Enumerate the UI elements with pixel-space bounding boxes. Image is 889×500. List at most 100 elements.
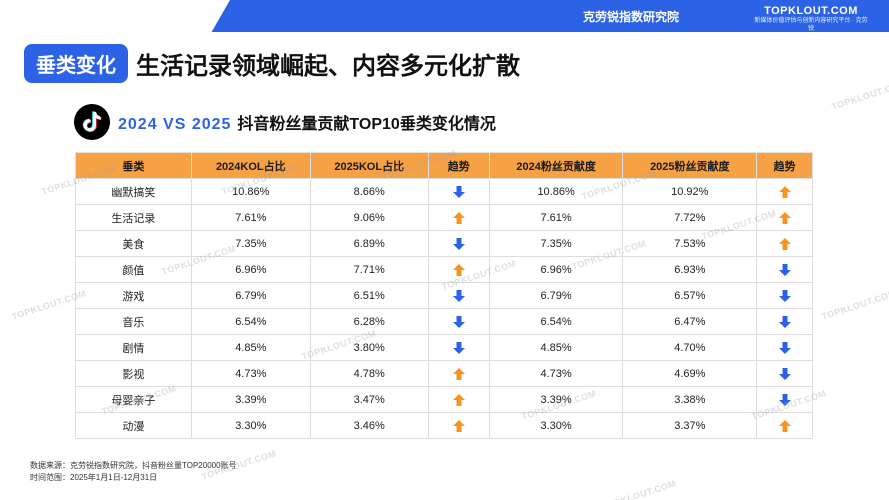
value-cell: 3.37% [622, 412, 758, 439]
time-range: 时间范围：2025年1月1日-12月31日 [30, 473, 158, 482]
value-cell: 7.35% [488, 230, 624, 257]
arrow-down-icon [756, 308, 813, 335]
category-cell: 幽默搞笑 [75, 178, 192, 205]
arrow-down-icon [756, 334, 813, 361]
arrow-down-icon [427, 334, 490, 361]
value-cell: 6.47% [622, 308, 758, 335]
table-row: 游戏 6.79% 6.51% 6.79% 6.57% [75, 282, 813, 309]
top-bar-wedge [0, 0, 230, 32]
table-row: 音乐 6.54% 6.28% 6.54% 6.47% [75, 308, 813, 335]
watermark: TOPKLOUT.COM [820, 288, 889, 322]
brand-name: TOPKLOUT.COM [764, 5, 858, 17]
watermark: TOPKLOUT.COM [600, 478, 678, 500]
column-header: 2024粉丝贡献度 [488, 152, 624, 179]
value-cell: 10.86% [488, 178, 624, 205]
title-row: 垂类变化 生活记录领域崛起、内容多元化扩散 [24, 43, 520, 83]
value-cell: 7.61% [190, 204, 311, 231]
table-title-vs: 2024 VS 2025 [118, 116, 232, 133]
value-cell: 3.30% [488, 412, 624, 439]
arrow-down-icon [756, 360, 813, 387]
arrow-up-icon [427, 386, 490, 413]
value-cell: 7.71% [309, 256, 429, 283]
category-cell: 美食 [75, 230, 192, 257]
brand-logo: TOPKLOUT.COM 新媒体价值评估与创新内容研究平台 · 克劳锐 [753, 5, 869, 32]
value-cell: 7.53% [622, 230, 758, 257]
value-cell: 4.69% [622, 360, 758, 387]
table-row: 影视 4.73% 4.78% 4.73% 4.69% [75, 360, 813, 387]
value-cell: 6.96% [190, 256, 311, 283]
arrow-down-icon [427, 308, 490, 335]
value-cell: 3.39% [190, 386, 311, 413]
arrow-down-icon [427, 282, 490, 309]
category-cell: 游戏 [75, 282, 192, 309]
table-row: 幽默搞笑 10.86% 8.66% 10.86% 10.92% [75, 178, 813, 205]
arrow-down-icon [427, 178, 490, 205]
value-cell: 6.79% [488, 282, 624, 309]
column-header: 2025粉丝贡献度 [622, 152, 758, 179]
table-row: 剧情 4.85% 3.80% 4.85% 4.70% [75, 334, 813, 361]
value-cell: 7.72% [622, 204, 758, 231]
category-cell: 母婴亲子 [75, 386, 192, 413]
watermark: TOPKLOUT.COM [830, 78, 889, 112]
table-row: 颜值 6.96% 7.71% 6.96% 6.93% [75, 256, 813, 283]
value-cell: 3.38% [622, 386, 758, 413]
value-cell: 4.73% [488, 360, 624, 387]
table-row: 母婴亲子 3.39% 3.47% 3.39% 3.38% [75, 386, 813, 413]
table-row: 生活记录 7.61% 9.06% 7.61% 7.72% [75, 204, 813, 231]
arrow-up-icon [427, 256, 490, 283]
category-cell: 影视 [75, 360, 192, 387]
value-cell: 4.78% [309, 360, 429, 387]
value-cell: 3.39% [488, 386, 624, 413]
table-title-text: 抖音粉丝量贡献TOP10垂类变化情况 [237, 116, 496, 133]
brand-tagline: 新媒体价值评估与创新内容研究平台 · 克劳锐 [754, 18, 868, 32]
table-row: 动漫 3.30% 3.46% 3.30% 3.37% [75, 412, 813, 439]
column-header: 趋势 [427, 152, 490, 179]
value-cell: 6.89% [309, 230, 429, 257]
arrow-up-icon [756, 230, 813, 257]
subtitle-row: 2024 VS 2025 抖音粉丝量贡献TOP10垂类变化情况 [74, 104, 496, 140]
value-cell: 7.61% [488, 204, 624, 231]
tiktok-icon [74, 104, 110, 140]
data-source: 数据来源：克劳锐指数研究院，抖音粉丝量TOP20000账号 [30, 461, 237, 470]
org-name: 克劳锐指数研究院 [582, 10, 679, 24]
category-cell: 动漫 [75, 412, 192, 439]
value-cell: 6.57% [622, 282, 758, 309]
value-cell: 6.51% [309, 282, 429, 309]
category-cell: 剧情 [75, 334, 192, 361]
table-title: 2024 VS 2025 抖音粉丝量贡献TOP10垂类变化情况 [118, 110, 496, 134]
value-cell: 10.86% [190, 178, 311, 205]
value-cell: 9.06% [309, 204, 429, 231]
title-badge: 垂类变化 [24, 43, 128, 83]
arrow-down-icon [756, 256, 813, 283]
value-cell: 7.35% [190, 230, 311, 257]
arrow-down-icon [756, 282, 813, 309]
value-cell: 4.73% [190, 360, 311, 387]
category-cell: 生活记录 [75, 204, 192, 231]
arrow-up-icon [427, 360, 490, 387]
arrow-up-icon [427, 204, 490, 231]
value-cell: 4.85% [190, 334, 311, 361]
value-cell: 3.47% [309, 386, 429, 413]
value-cell: 6.54% [488, 308, 624, 335]
value-cell: 4.85% [488, 334, 624, 361]
arrow-down-icon [756, 386, 813, 413]
page-title: 生活记录领域崛起、内容多元化扩散 [136, 52, 520, 80]
column-header: 垂类 [75, 152, 192, 179]
top-bar: 克劳锐指数研究院 TOPKLOUT.COM 新媒体价值评估与创新内容研究平台 ·… [0, 0, 889, 32]
value-cell: 6.93% [622, 256, 758, 283]
value-cell: 10.92% [622, 178, 758, 205]
table-header-row: 垂类 2024KOL占比 2025KOL占比 趋势 2024粉丝贡献度 2025… [75, 152, 813, 179]
arrow-down-icon [427, 230, 490, 257]
category-cell: 音乐 [75, 308, 192, 335]
arrow-up-icon [427, 412, 490, 439]
value-cell: 6.54% [190, 308, 311, 335]
value-cell: 3.30% [190, 412, 311, 439]
footer-notes: 数据来源：克劳锐指数研究院，抖音粉丝量TOP20000账号 时间范围：2025年… [30, 460, 237, 484]
column-header: 2024KOL占比 [190, 152, 311, 179]
value-cell: 6.79% [190, 282, 311, 309]
value-cell: 4.70% [622, 334, 758, 361]
arrow-up-icon [756, 178, 813, 205]
category-change-table: 垂类 2024KOL占比 2025KOL占比 趋势 2024粉丝贡献度 2025… [75, 152, 813, 439]
category-cell: 颜值 [75, 256, 192, 283]
table-row: 美食 7.35% 6.89% 7.35% 7.53% [75, 230, 813, 257]
